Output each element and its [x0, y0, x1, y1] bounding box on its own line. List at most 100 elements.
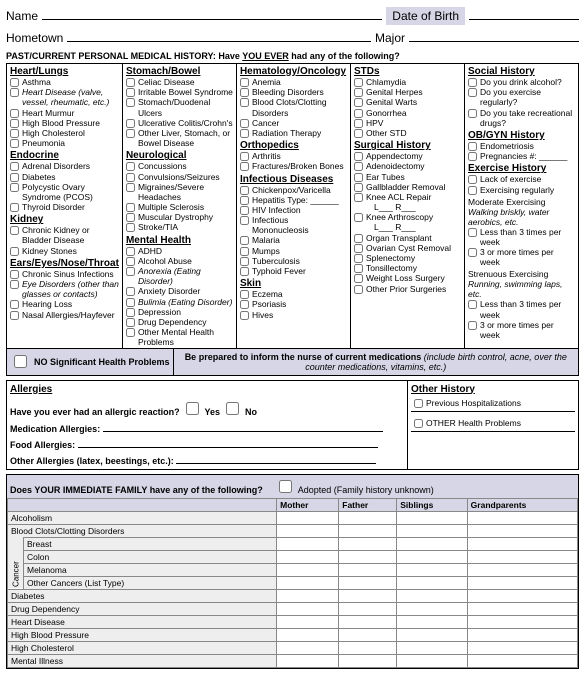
- family-cell[interactable]: [467, 589, 577, 602]
- history-checkbox[interactable]: [240, 311, 249, 320]
- history-checkbox[interactable]: [10, 139, 19, 148]
- history-checkbox[interactable]: [126, 203, 135, 212]
- family-cell[interactable]: [467, 563, 577, 576]
- history-checkbox[interactable]: [10, 173, 19, 182]
- history-checkbox[interactable]: [354, 173, 363, 182]
- history-checkbox[interactable]: [354, 162, 363, 171]
- history-checkbox[interactable]: [126, 223, 135, 232]
- family-cell[interactable]: [397, 615, 467, 628]
- family-cell[interactable]: [339, 511, 397, 524]
- history-checkbox[interactable]: [240, 88, 249, 97]
- history-checkbox[interactable]: [126, 298, 135, 307]
- family-cell[interactable]: [277, 628, 339, 641]
- adopted-checkbox[interactable]: [279, 480, 292, 493]
- history-checkbox[interactable]: [468, 300, 477, 309]
- family-cell[interactable]: [339, 524, 397, 537]
- history-checkbox[interactable]: [126, 119, 135, 128]
- history-checkbox[interactable]: [354, 78, 363, 87]
- family-cell[interactable]: [339, 628, 397, 641]
- family-cell[interactable]: [467, 576, 577, 589]
- history-checkbox[interactable]: [10, 119, 19, 128]
- history-checkbox[interactable]: [240, 152, 249, 161]
- history-checkbox[interactable]: [126, 328, 135, 337]
- history-checkbox[interactable]: [468, 228, 477, 237]
- history-checkbox[interactable]: [354, 88, 363, 97]
- family-cell[interactable]: [339, 563, 397, 576]
- family-cell[interactable]: [397, 641, 467, 654]
- history-checkbox[interactable]: [126, 88, 135, 97]
- family-cell[interactable]: [467, 550, 577, 563]
- family-cell[interactable]: [339, 589, 397, 602]
- family-cell[interactable]: [397, 550, 467, 563]
- major-field-line[interactable]: [409, 28, 579, 42]
- history-checkbox[interactable]: [240, 78, 249, 87]
- history-checkbox[interactable]: [240, 206, 249, 215]
- name-field-line[interactable]: [42, 6, 382, 20]
- family-cell[interactable]: [397, 563, 467, 576]
- history-checkbox[interactable]: [240, 186, 249, 195]
- history-checkbox[interactable]: [126, 162, 135, 171]
- family-cell[interactable]: [467, 641, 577, 654]
- history-checkbox[interactable]: [126, 318, 135, 327]
- allergy-no-checkbox[interactable]: [226, 402, 239, 415]
- family-cell[interactable]: [277, 641, 339, 654]
- history-checkbox[interactable]: [240, 129, 249, 138]
- family-cell[interactable]: [277, 602, 339, 615]
- history-checkbox[interactable]: [10, 226, 19, 235]
- history-checkbox[interactable]: [468, 175, 477, 184]
- history-checkbox[interactable]: [354, 152, 363, 161]
- family-cell[interactable]: [277, 537, 339, 550]
- history-checkbox[interactable]: [126, 308, 135, 317]
- history-checkbox[interactable]: [126, 213, 135, 222]
- food-allergy-line[interactable]: [78, 438, 378, 448]
- history-checkbox[interactable]: [354, 285, 363, 294]
- history-checkbox[interactable]: [468, 152, 477, 161]
- family-cell[interactable]: [339, 602, 397, 615]
- family-cell[interactable]: [467, 537, 577, 550]
- family-cell[interactable]: [277, 550, 339, 563]
- family-cell[interactable]: [397, 589, 467, 602]
- history-checkbox[interactable]: [354, 129, 363, 138]
- family-cell[interactable]: [397, 576, 467, 589]
- history-checkbox[interactable]: [354, 213, 363, 222]
- family-cell[interactable]: [339, 615, 397, 628]
- history-checkbox[interactable]: [126, 183, 135, 192]
- history-checkbox[interactable]: [10, 247, 19, 256]
- history-checkbox[interactable]: [354, 183, 363, 192]
- history-checkbox[interactable]: [126, 267, 135, 276]
- family-cell[interactable]: [277, 511, 339, 524]
- history-checkbox[interactable]: [354, 254, 363, 263]
- dob-field-line[interactable]: [469, 6, 579, 20]
- history-checkbox[interactable]: [354, 274, 363, 283]
- history-checkbox[interactable]: [240, 216, 249, 225]
- history-checkbox[interactable]: [468, 78, 477, 87]
- family-cell[interactable]: [339, 537, 397, 550]
- history-checkbox[interactable]: [240, 236, 249, 245]
- history-checkbox[interactable]: [354, 234, 363, 243]
- history-checkbox[interactable]: [240, 98, 249, 107]
- history-checkbox[interactable]: [10, 300, 19, 309]
- history-checkbox[interactable]: [10, 183, 19, 192]
- no-significant-checkbox[interactable]: [14, 355, 27, 368]
- history-checkbox[interactable]: [240, 267, 249, 276]
- history-checkbox[interactable]: [354, 98, 363, 107]
- family-cell[interactable]: [277, 589, 339, 602]
- hometown-field-line[interactable]: [67, 28, 371, 42]
- med-allergy-line[interactable]: [103, 422, 383, 432]
- history-checkbox[interactable]: [10, 311, 19, 320]
- history-checkbox[interactable]: [126, 247, 135, 256]
- other-allergy-line[interactable]: [176, 454, 376, 464]
- history-checkbox[interactable]: [240, 119, 249, 128]
- history-checkbox[interactable]: [10, 129, 19, 138]
- family-cell[interactable]: [339, 641, 397, 654]
- allergy-yes-checkbox[interactable]: [186, 402, 199, 415]
- history-checkbox[interactable]: [10, 109, 19, 118]
- family-cell[interactable]: [277, 576, 339, 589]
- family-cell[interactable]: [397, 524, 467, 537]
- family-cell[interactable]: [277, 524, 339, 537]
- history-checkbox[interactable]: [468, 248, 477, 257]
- history-checkbox[interactable]: [240, 290, 249, 299]
- family-cell[interactable]: [467, 511, 577, 524]
- history-checkbox[interactable]: [354, 193, 363, 202]
- history-checkbox[interactable]: [240, 257, 249, 266]
